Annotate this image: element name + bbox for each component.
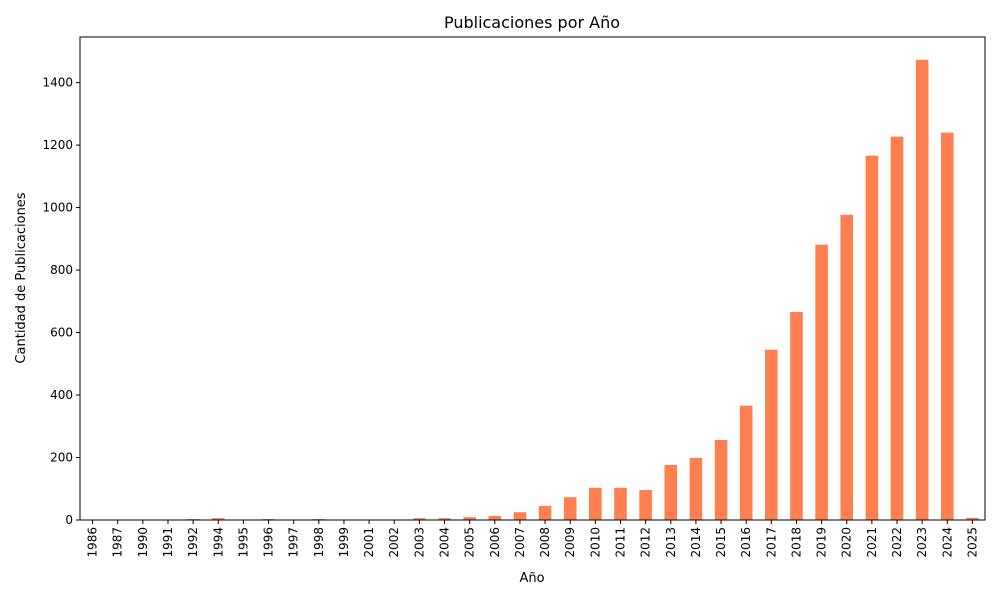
bar-2020 bbox=[840, 214, 854, 520]
plot-frame bbox=[79, 36, 986, 521]
x-tick-label-2012: 2012 bbox=[639, 527, 653, 558]
x-tick-label-2021: 2021 bbox=[865, 527, 879, 558]
bar-2003 bbox=[413, 518, 426, 520]
x-tick-label-2025: 2025 bbox=[965, 527, 979, 558]
x-tick-label-2022: 2022 bbox=[890, 527, 904, 558]
y-ticks-group: 0 200 400 600 800 1000 1200 1400 bbox=[42, 76, 80, 527]
x-tick-label-2008: 2008 bbox=[538, 527, 552, 558]
x-tick-label-1994: 1994 bbox=[211, 527, 225, 558]
y-tick-label-1200: 1200 bbox=[42, 138, 73, 152]
y-tick-label-200: 200 bbox=[50, 451, 73, 465]
bar-2006 bbox=[488, 515, 502, 520]
x-tick-label-1995: 1995 bbox=[236, 527, 250, 558]
x-tick-label-2019: 2019 bbox=[815, 527, 829, 558]
x-tick-label-2015: 2015 bbox=[714, 527, 728, 558]
bars-group bbox=[86, 59, 979, 521]
x-tick-label-2005: 2005 bbox=[463, 527, 477, 558]
bar-2022 bbox=[890, 136, 904, 520]
y-tick-label-600: 600 bbox=[50, 326, 73, 340]
x-tick-label-2020: 2020 bbox=[840, 527, 854, 558]
x-tick-label-1990: 1990 bbox=[136, 527, 150, 558]
y-tick-label-1000: 1000 bbox=[42, 201, 73, 215]
x-tick-label-1997: 1997 bbox=[287, 527, 301, 558]
x-tick-label-2011: 2011 bbox=[613, 527, 627, 558]
x-tick-label-1986: 1986 bbox=[86, 527, 100, 558]
x-tick-label-2018: 2018 bbox=[789, 527, 803, 558]
x-tick-label-2024: 2024 bbox=[940, 527, 954, 558]
y-axis-label: Cantidad de Publicaciones bbox=[14, 192, 29, 363]
bar-2005 bbox=[463, 517, 476, 520]
y-tick-label-1400: 1400 bbox=[42, 76, 73, 90]
x-tick-label-1996: 1996 bbox=[262, 527, 276, 558]
x-tick-label-1998: 1998 bbox=[312, 527, 326, 558]
x-tick-label-1987: 1987 bbox=[111, 527, 125, 558]
bar-2007 bbox=[513, 512, 527, 520]
x-tick-label-2013: 2013 bbox=[664, 527, 678, 558]
bar-2017 bbox=[765, 349, 778, 520]
bar-1994 bbox=[211, 518, 225, 520]
bar-2008 bbox=[538, 505, 552, 520]
x-tick-label-1999: 1999 bbox=[337, 527, 351, 558]
bar-2004 bbox=[438, 518, 451, 520]
bar-2023 bbox=[915, 59, 929, 521]
x-tick-label-2016: 2016 bbox=[739, 527, 753, 558]
bar-2015 bbox=[714, 440, 728, 520]
bar-2021 bbox=[865, 155, 879, 520]
x-tick-label-2003: 2003 bbox=[412, 527, 426, 558]
x-tick-label-2009: 2009 bbox=[563, 527, 577, 558]
bar-2010 bbox=[589, 487, 602, 520]
bar-2025 bbox=[966, 517, 979, 520]
bar-2016 bbox=[739, 405, 753, 520]
x-tick-label-2010: 2010 bbox=[588, 527, 602, 558]
bar-2018 bbox=[790, 311, 803, 520]
x-tick-label-2001: 2001 bbox=[362, 527, 376, 558]
bar-2014 bbox=[689, 457, 703, 520]
y-tick-label-400: 400 bbox=[50, 388, 73, 402]
y-tick-label-800: 800 bbox=[50, 263, 73, 277]
x-tick-label-1992: 1992 bbox=[186, 527, 200, 558]
bar-2009 bbox=[563, 497, 577, 520]
bar-2024 bbox=[941, 132, 954, 520]
x-ticks-group: 1986 1987 1990 1991 1992 1994 1995 1996 1997 1998… bbox=[86, 520, 979, 558]
chart-title: Publicaciones por Año bbox=[444, 13, 620, 32]
x-tick-label-2004: 2004 bbox=[438, 527, 452, 558]
x-tick-label-2002: 2002 bbox=[387, 527, 401, 558]
x-tick-label-1991: 1991 bbox=[161, 527, 175, 558]
x-tick-label-2006: 2006 bbox=[488, 527, 502, 558]
x-tick-label-2023: 2023 bbox=[915, 527, 929, 558]
x-tick-label-2007: 2007 bbox=[513, 527, 527, 558]
bar-2013 bbox=[664, 465, 678, 520]
y-tick-label-0: 0 bbox=[65, 513, 73, 527]
bar-2012 bbox=[639, 490, 652, 520]
x-axis-label: Año bbox=[519, 571, 544, 586]
bar-2019 bbox=[815, 244, 828, 520]
x-tick-label-2014: 2014 bbox=[689, 527, 703, 558]
x-tick-label-2017: 2017 bbox=[764, 527, 778, 558]
bar-2011 bbox=[614, 487, 627, 520]
